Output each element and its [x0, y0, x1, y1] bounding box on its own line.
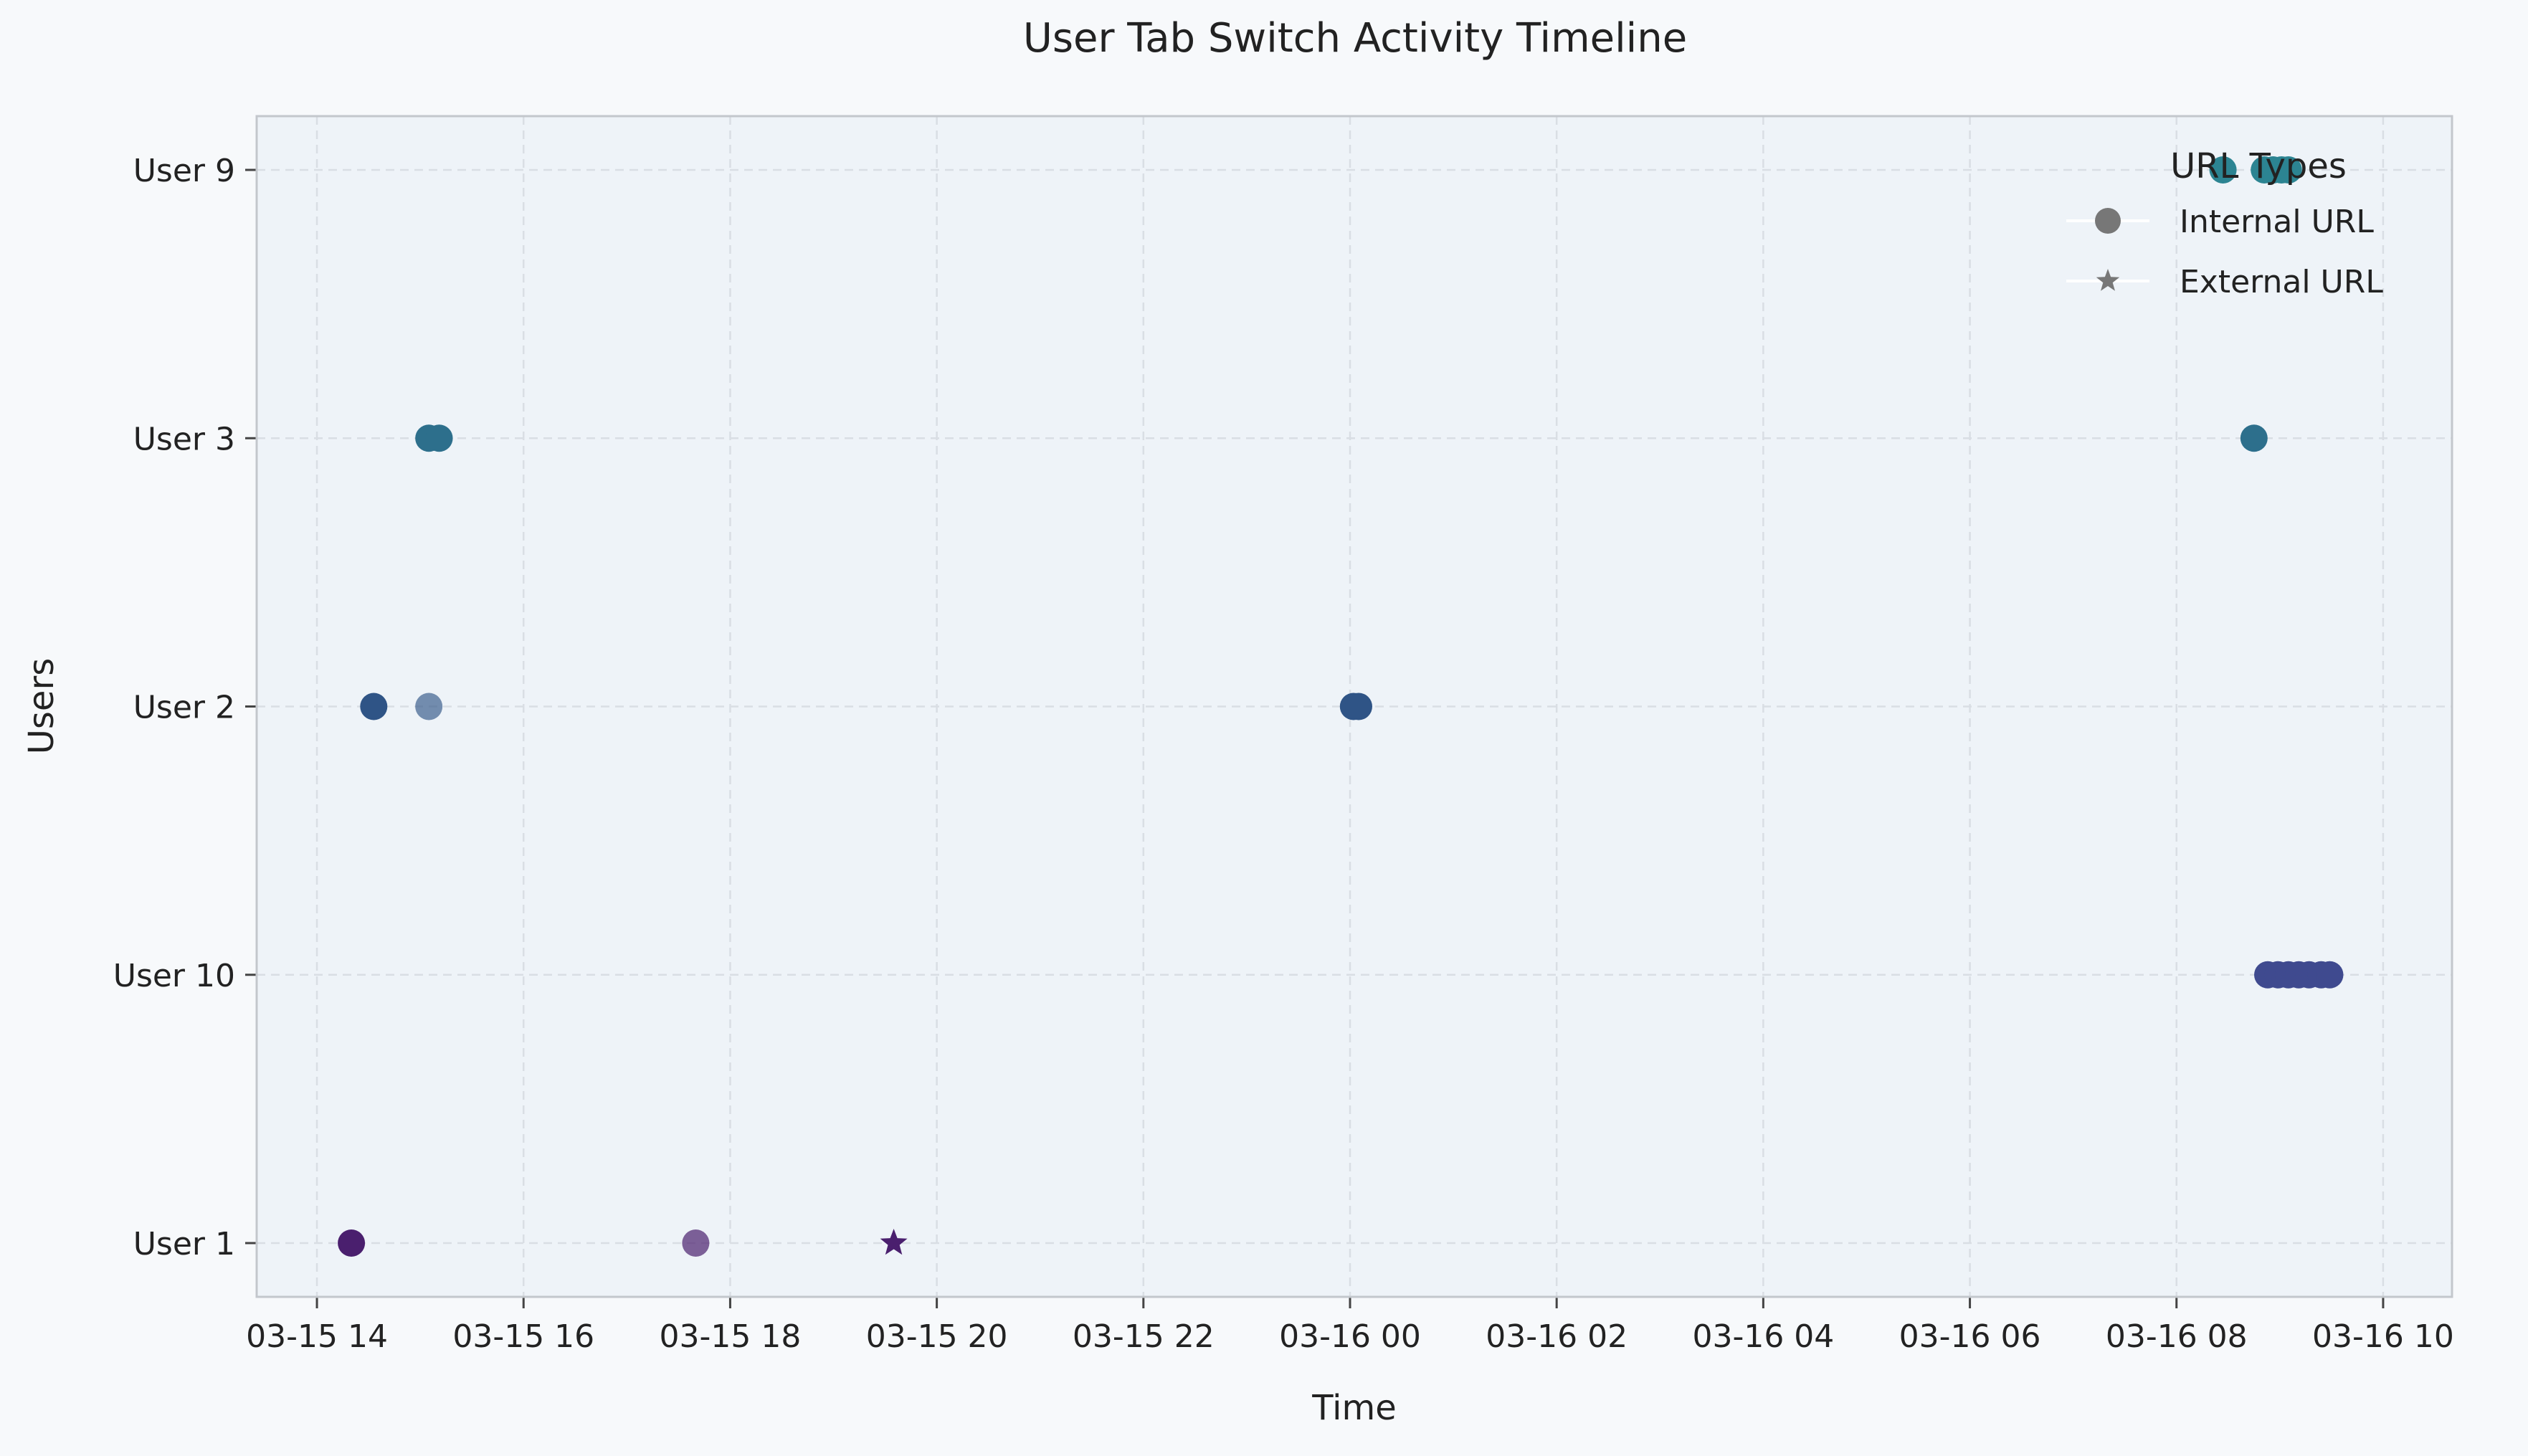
axes: 03-15 14 03-15 16 03-15 18 03-15 20 03-15 22…: [113, 153, 2454, 1355]
x-axis-label: Time: [1311, 1388, 1396, 1428]
data-point: [2209, 156, 2237, 184]
y-tick-label: User 9: [133, 153, 235, 189]
x-tick-label: 03-15 16: [452, 1318, 594, 1355]
x-tick-label: 03-15 20: [866, 1318, 1008, 1355]
chart-title: User Tab Switch Activity Timeline: [1023, 15, 1687, 62]
x-tick-label: 03-16 08: [2106, 1318, 2248, 1355]
x-tick-label: 03-15 18: [660, 1318, 802, 1355]
grid: [257, 116, 2452, 1297]
x-tick-label: 03-15 14: [246, 1318, 388, 1355]
data-point: [338, 1229, 366, 1257]
legend: URL Types Internal URL External URL: [2066, 146, 2383, 300]
x-tick-label: 03-16 06: [1899, 1318, 2041, 1355]
x-tick-label: 03-16 02: [1486, 1318, 1627, 1355]
data-point: [2316, 961, 2344, 989]
data-points: [338, 156, 2344, 1257]
y-tick-label: User 3: [133, 421, 235, 457]
data-point: [1345, 693, 1373, 720]
data-point: [2274, 156, 2302, 184]
y-tick-label: User 1: [133, 1226, 235, 1262]
legend-star-icon: [2096, 269, 2120, 291]
y-tick-label: User 2: [133, 690, 235, 726]
data-point: [2240, 424, 2268, 452]
legend-label-internal: Internal URL: [2180, 204, 2374, 240]
legend-circle-icon: [2095, 208, 2121, 234]
data-point: [682, 1229, 710, 1257]
y-axis-label: Users: [22, 658, 62, 754]
legend-label-external: External URL: [2180, 264, 2383, 300]
data-point: [425, 424, 453, 452]
data-point: [415, 693, 443, 720]
plot-frame: [255, 115, 2453, 1298]
data-point: [360, 693, 388, 720]
data-point-star: [880, 1229, 908, 1255]
x-tick-label: 03-16 04: [1692, 1318, 1834, 1355]
legend-title: URL Types: [2170, 146, 2347, 186]
y-tick-label: User 10: [113, 958, 235, 994]
x-tick-label: 03-16 10: [2312, 1318, 2454, 1355]
x-tick-label: 03-15 22: [1073, 1318, 1215, 1355]
x-tick-label: 03-16 00: [1279, 1318, 1421, 1355]
